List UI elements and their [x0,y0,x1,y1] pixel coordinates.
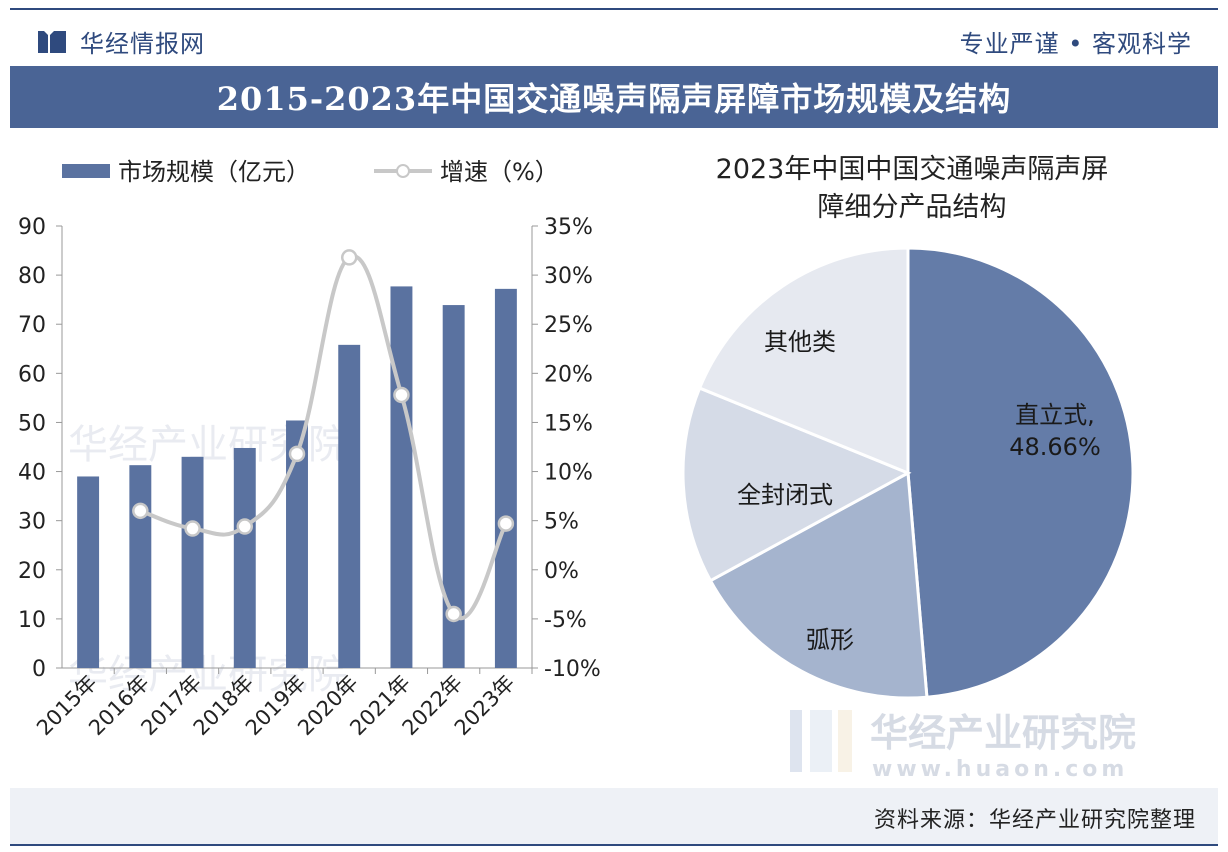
pie-slice-label: 其他类 [764,328,836,356]
y-left-tick-label: 60 [18,362,46,387]
y-left-tick-label: 40 [18,461,46,486]
y-right-tick-label: 25% [544,313,593,338]
pie-title-line-1: 2023年中国中国交通噪声隔声屏 [716,154,1109,185]
bar [286,420,308,668]
slogan: 专业严谨 • 客观科学 [959,30,1192,58]
pie-slice-value: 48.66% [1009,433,1101,461]
y-right-tick-label: 10% [544,461,593,486]
growth-point [184,520,201,537]
brand-logo-icon [38,30,66,53]
pie-slice [708,470,929,700]
legend: 市场规模（亿元） 增速（%） [62,158,559,186]
growth-point [288,445,306,463]
pie-slice-label: 弧形 [806,626,854,654]
bar [77,476,100,668]
y-axis-right-ticks: -10% -5% 0% 5% 10% 15% 20% 25% 30% 35% [532,215,601,682]
growth-point [340,249,358,266]
bar [181,456,204,668]
chart-area: 华经产业研究院 华经产业研究院 华经产业研究院 www.huaon.com 市场… [10,128,1218,788]
legend-label-growth: 增速（%） [440,158,559,186]
growth-point [445,605,462,623]
y-right-tick-label: 20% [544,362,593,387]
pie-title: 2023年中国中国交通噪声隔声屏 障细分产品结构 [716,154,1109,223]
y-left-tick-label: 30 [18,510,46,535]
source-note: 资料来源：华经产业研究院整理 [873,808,1196,833]
y-right-tick-label: 15% [544,411,593,436]
bar [442,305,465,668]
title-bar: 2015-2023年中国交通噪声隔声屏障市场规模及结构 [10,66,1218,128]
bar [233,447,256,668]
y-left-tick-label: 20 [18,559,46,584]
y-left-tick-label: 80 [18,264,46,289]
y-right-tick-label: 30% [544,264,593,289]
bar [338,344,361,668]
y-left-tick-label: 0 [32,657,46,682]
brand-name: 华经情报网 [80,30,205,58]
growth-line [132,249,515,623]
y-right-tick-label: 0% [544,559,579,584]
header-bar: 华经情报网 专业严谨 • 客观科学 [10,8,1218,66]
growth-point [132,502,149,520]
y-right-tick-label: 5% [544,510,579,535]
pie-slice [681,386,912,583]
y-left-tick-label: 90 [18,215,46,240]
page-title: 2015-2023年中国交通噪声隔声屏障市场规模及结构 [216,80,1012,118]
y-right-tick-label: -10% [544,657,601,682]
pie-chart: 直立式, 48.66% 弧形 全封闭式 其他类 [681,246,1135,700]
bar [129,465,152,668]
legend-marker-line [396,164,410,178]
bars [77,286,517,668]
growth-point [497,515,515,532]
footer: 资料来源：华经产业研究院整理 [10,788,1218,846]
legend-label-market-size: 市场规模（亿元） [118,158,310,186]
y-left-tick-label: 50 [18,411,46,436]
watermark-main: 华经产业研究院 www.huaon.com [790,710,1136,782]
y-left-tick-label: 10 [18,608,46,633]
pie-slice-label: 全封闭式 [737,481,833,509]
watermark-url: www.huaon.com [872,757,1128,782]
pie-slice [906,246,1135,699]
growth-point [393,386,410,404]
pie-slice [697,246,910,476]
y-right-tick-label: -5% [544,608,587,633]
bar [390,286,413,668]
y-right-tick-label: 35% [544,215,593,240]
growth-point [236,518,254,535]
brand: 华经情报网 [38,24,205,59]
y-axis-left-ticks: 0 10 20 30 40 50 60 70 80 90 [18,215,62,682]
bar [494,288,517,668]
chart-svg: 华经产业研究院 华经产业研究院 华经产业研究院 www.huaon.com 市场… [18,154,1136,782]
y-left-tick-label: 70 [18,313,46,338]
pie-slice-label: 直立式, [1015,401,1095,429]
pie-title-line-2: 障细分产品结构 [818,192,1007,223]
legend-swatch-bar [62,164,110,178]
watermark-brand: 华经产业研究院 [870,711,1136,755]
